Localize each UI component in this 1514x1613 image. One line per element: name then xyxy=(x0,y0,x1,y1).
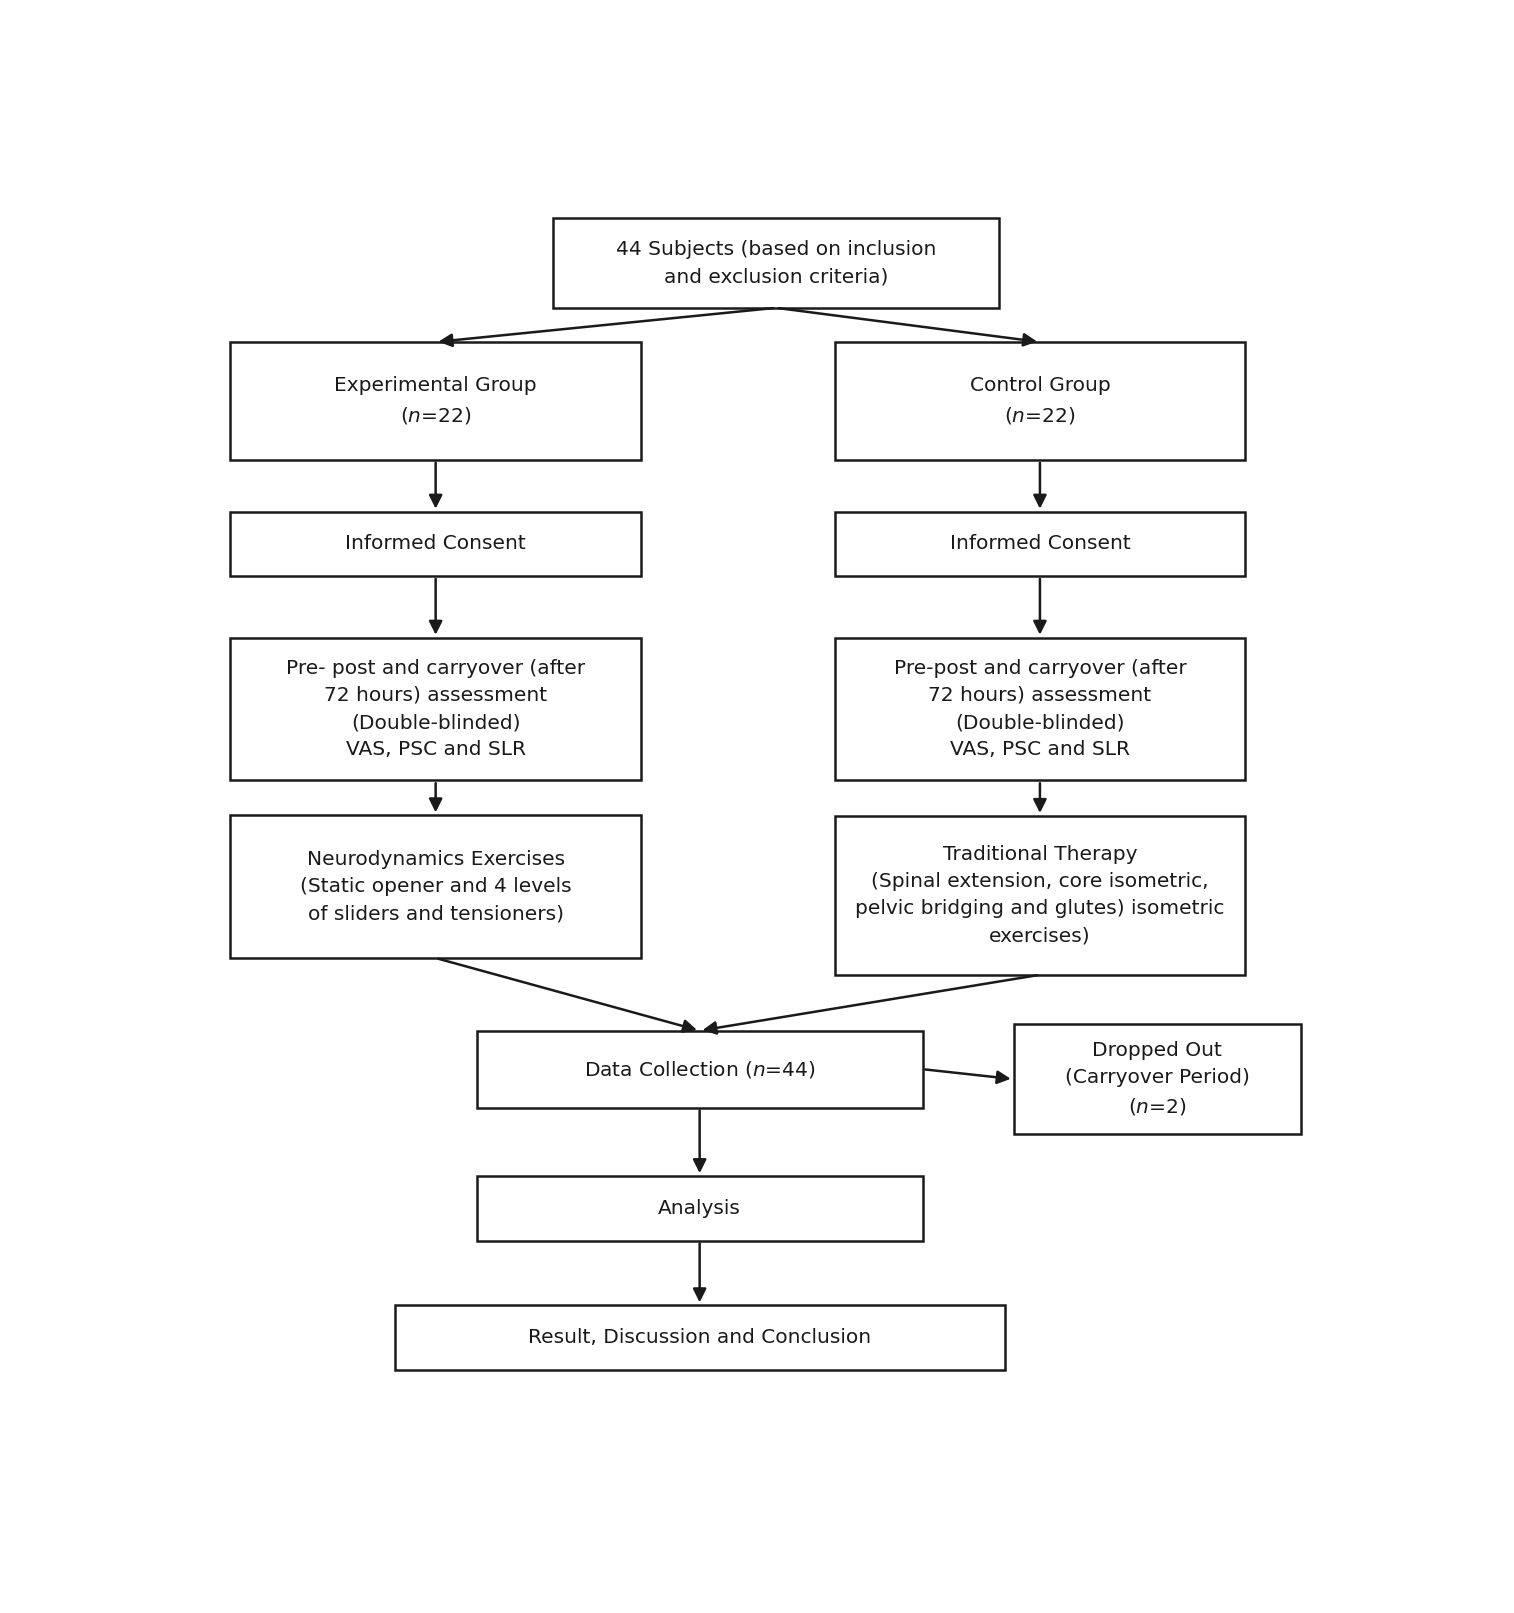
Text: Data Collection ($n$=44): Data Collection ($n$=44) xyxy=(584,1058,816,1079)
FancyBboxPatch shape xyxy=(230,342,640,460)
FancyBboxPatch shape xyxy=(477,1176,922,1240)
FancyBboxPatch shape xyxy=(834,511,1246,576)
Text: Informed Consent: Informed Consent xyxy=(949,534,1131,553)
FancyBboxPatch shape xyxy=(834,342,1246,460)
FancyBboxPatch shape xyxy=(553,218,999,308)
Text: Dropped Out
(Carryover Period)
($n$=2): Dropped Out (Carryover Period) ($n$=2) xyxy=(1064,1040,1249,1118)
Text: Experimental Group
($n$=22): Experimental Group ($n$=22) xyxy=(335,376,537,426)
Text: Analysis: Analysis xyxy=(659,1198,740,1218)
FancyBboxPatch shape xyxy=(477,1031,922,1108)
Text: Informed Consent: Informed Consent xyxy=(345,534,525,553)
Text: Traditional Therapy
(Spinal extension, core isometric,
pelvic bridging and glute: Traditional Therapy (Spinal extension, c… xyxy=(855,845,1225,945)
FancyBboxPatch shape xyxy=(230,815,640,958)
FancyBboxPatch shape xyxy=(230,511,640,576)
Text: Pre- post and carryover (after
72 hours) assessment
(Double-blinded)
VAS, PSC an: Pre- post and carryover (after 72 hours)… xyxy=(286,658,586,760)
Text: 44 Subjects (based on inclusion
and exclusion criteria): 44 Subjects (based on inclusion and excl… xyxy=(616,240,936,286)
Text: Control Group
($n$=22): Control Group ($n$=22) xyxy=(969,376,1110,426)
FancyBboxPatch shape xyxy=(230,637,640,781)
FancyBboxPatch shape xyxy=(834,816,1246,974)
Text: Pre-post and carryover (after
72 hours) assessment
(Double-blinded)
VAS, PSC and: Pre-post and carryover (after 72 hours) … xyxy=(893,658,1187,760)
FancyBboxPatch shape xyxy=(834,637,1246,781)
FancyBboxPatch shape xyxy=(1013,1024,1301,1134)
Text: Neurodynamics Exercises
(Static opener and 4 levels
of sliders and tensioners): Neurodynamics Exercises (Static opener a… xyxy=(300,850,571,923)
Text: Result, Discussion and Conclusion: Result, Discussion and Conclusion xyxy=(528,1327,871,1347)
FancyBboxPatch shape xyxy=(395,1305,1005,1369)
